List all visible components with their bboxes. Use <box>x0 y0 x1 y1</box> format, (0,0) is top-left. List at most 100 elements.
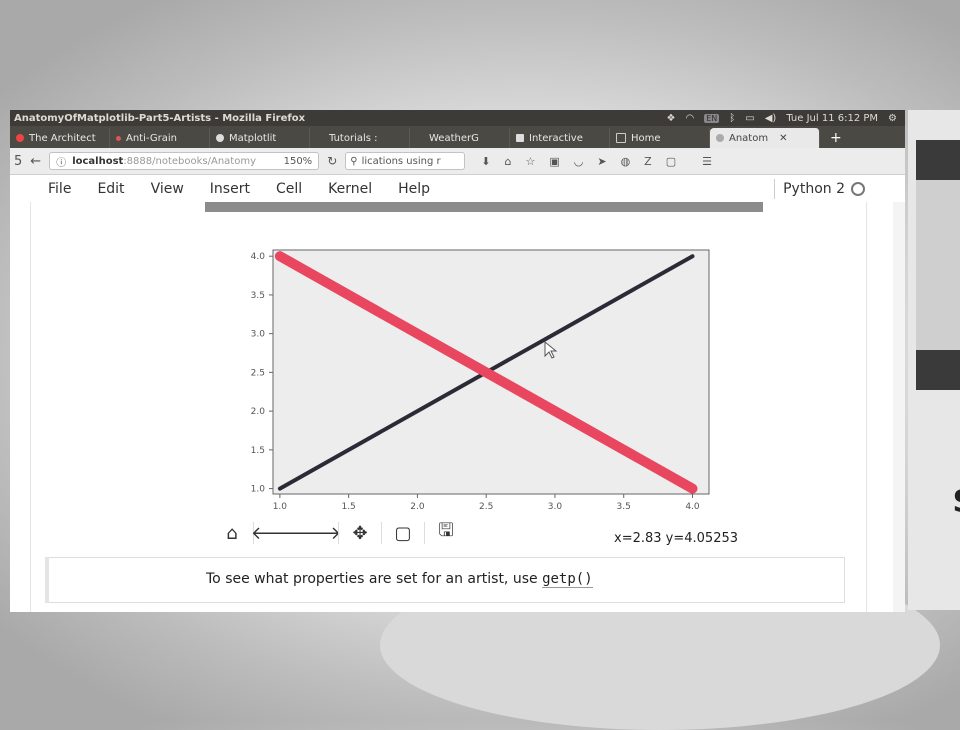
battery-icon[interactable]: ▭ <box>745 112 755 124</box>
reload-icon[interactable]: ↻ <box>327 154 338 168</box>
download-icon[interactable]: ⬇ <box>481 154 491 168</box>
menu-help[interactable]: Help <box>398 181 431 197</box>
toolbar-icons: ⬇ ⌂ ☆ ▣ ◡ ➤ ◍ Z ▢ ☰ <box>481 155 712 168</box>
tab-favicon <box>716 134 724 142</box>
plot-toolbar: ⌂ 🡐 🡒 ✥ ▢ 🖫 <box>211 520 467 546</box>
navigation-bar: 5 ← ⓘ localhost:8888/notebooks/Anatomy 1… <box>10 148 905 175</box>
pan-icon[interactable]: ✥ <box>352 522 368 544</box>
separator <box>338 522 339 544</box>
forward-arrow-icon[interactable]: 🡒 <box>292 522 342 544</box>
markdown-cell[interactable]: To see what properties are set for an ar… <box>45 557 845 603</box>
tab-favicon <box>316 134 324 142</box>
menu-file[interactable]: File <box>48 181 72 197</box>
gear-icon[interactable]: ⚙ <box>888 112 897 124</box>
wifi-icon[interactable]: ◠ <box>685 112 695 124</box>
url-bar[interactable]: ⓘ localhost:8888/notebooks/Anatomy 150% <box>49 152 320 170</box>
tab-favicon <box>616 133 626 143</box>
back-arrow-icon[interactable]: ← <box>30 153 42 169</box>
tab-7-active[interactable]: Anatom ✕ <box>710 128 820 148</box>
search-input[interactable]: ⚲ lications using r <box>345 152 466 170</box>
tab-6[interactable]: Home <box>610 128 710 148</box>
plot-canvas[interactable]: 1.0 1.5 2.0 2.5 3.0 3.5 4.0 1.0 1.5 2.0 2.5 3.0 3.5… <box>221 218 741 518</box>
inline-code: getp() <box>542 571 593 588</box>
x-axis: 1.0 1.5 2.0 2.5 3.0 3.5 4.0 <box>273 494 700 512</box>
system-tray: ❖ ◠ EN ᛒ ▭ ◀) Tue Jul 11 6:12 PM ⚙ <box>667 110 897 126</box>
menu-edit[interactable]: Edit <box>97 181 125 197</box>
menu-icon[interactable]: ☰ <box>702 154 712 168</box>
cursor-pointer-icon <box>544 340 558 359</box>
back-arrow-icon[interactable]: 🡐 <box>250 522 300 544</box>
kernel-name: Python 2 <box>783 181 845 197</box>
menu-insert[interactable]: Insert <box>209 181 250 197</box>
zotero-icon[interactable]: Z <box>644 154 652 168</box>
send-icon[interactable]: ➤ <box>597 154 607 168</box>
tab-0[interactable]: The Architect <box>10 128 110 148</box>
y-tick-label: 3.0 <box>251 330 266 340</box>
kernel-indicator: Python 2 <box>774 179 865 199</box>
home-icon[interactable]: ⌂ <box>226 522 238 544</box>
pocket-icon[interactable]: ◡ <box>573 154 584 168</box>
y-axis: 1.0 1.5 2.0 2.5 3.0 3.5 4.0 <box>251 252 273 495</box>
tab-4[interactable]: WeatherG <box>410 128 510 148</box>
x-tick-label: 1.5 <box>341 502 355 512</box>
save-icon[interactable]: 🖫 <box>438 520 454 541</box>
tab-1[interactable]: Anti-Grain <box>110 128 210 148</box>
tab-favicon <box>416 134 424 142</box>
kernel-status-icon <box>851 182 865 196</box>
firefox-icon <box>16 134 24 142</box>
figure-header-bar <box>205 202 763 212</box>
home-icon[interactable]: ⌂ <box>504 154 512 168</box>
tab-3[interactable]: Tutorials : <box>310 128 410 148</box>
bluetooth-icon[interactable]: ᛒ <box>729 112 736 124</box>
series-line-1 <box>274 251 698 494</box>
menu-cell[interactable]: Cell <box>275 181 303 197</box>
info-icon[interactable]: ⓘ <box>56 157 67 169</box>
new-tab-button[interactable]: + <box>830 130 842 146</box>
scrollbar[interactable] <box>893 202 905 612</box>
tab-favicon <box>116 135 121 141</box>
browser-window: AnatomyOfMatplotlib-Part5-Artists - Mozi… <box>10 110 905 612</box>
y-tick-label: 3.5 <box>251 291 265 301</box>
menu-view[interactable]: View <box>150 181 184 197</box>
y-tick-label: 4.0 <box>251 252 266 262</box>
url-path: :8888/notebooks/Anatomy <box>123 155 256 167</box>
tab-2[interactable]: Matplotlit <box>210 128 310 148</box>
zoom-level[interactable]: 150% <box>283 155 313 167</box>
extension-icon[interactable]: ◍ <box>620 154 631 168</box>
markdown-text: To see what properties are set for an ar… <box>206 571 593 588</box>
x-tick-label: 4.0 <box>685 502 700 512</box>
url-host: localhost <box>72 155 124 167</box>
notebook-container: 1.0 1.5 2.0 2.5 3.0 3.5 4.0 1.0 1.5 2.0 2.5 3.0 3.5… <box>30 202 867 612</box>
keyboard-icon[interactable]: EN <box>704 113 720 123</box>
separator <box>381 522 382 544</box>
screenshot-icon[interactable]: ▢ <box>665 154 677 168</box>
x-tick-label: 3.0 <box>548 502 563 512</box>
x-tick-label: 2.5 <box>479 502 493 512</box>
plot-lines <box>274 251 698 494</box>
cursor-coordinates: x=2.83 y=4.05253 <box>614 531 739 546</box>
y-tick-label: 1.5 <box>251 446 265 456</box>
dropbox-icon[interactable]: ❖ <box>666 112 676 124</box>
menu-kernel[interactable]: Kernel <box>328 181 373 197</box>
tab-favicon <box>516 134 524 142</box>
zoom-rect-icon[interactable]: ▢ <box>394 522 412 544</box>
star-icon[interactable]: ☆ <box>525 154 536 168</box>
tab-bar: The Architect Anti-Grain Matplotlit Tuto… <box>10 126 905 148</box>
x-tick-label: 3.5 <box>617 502 631 512</box>
library-icon[interactable]: ▣ <box>549 154 560 168</box>
notebook-menubar: File Edit View Insert Cell Kernel Help P… <box>10 175 905 203</box>
y-tick-label: 1.0 <box>251 485 266 495</box>
volume-icon[interactable]: ◀) <box>764 112 777 124</box>
y-tick-label: 2.5 <box>251 368 265 378</box>
adjacent-window: $ <box>908 110 960 610</box>
tab-favicon <box>216 134 224 142</box>
tab-5[interactable]: Interactive <box>510 128 610 148</box>
clock[interactable]: Tue Jul 11 6:12 PM <box>786 112 879 124</box>
x-tick-label: 2.0 <box>410 502 425 512</box>
x-tick-label: 1.0 <box>273 502 288 512</box>
separator <box>424 522 425 544</box>
close-tab-icon[interactable]: ✕ <box>779 132 788 144</box>
search-icon: ⚲ <box>350 155 358 167</box>
separator <box>253 522 254 544</box>
back-icon[interactable]: 5 <box>14 153 23 169</box>
